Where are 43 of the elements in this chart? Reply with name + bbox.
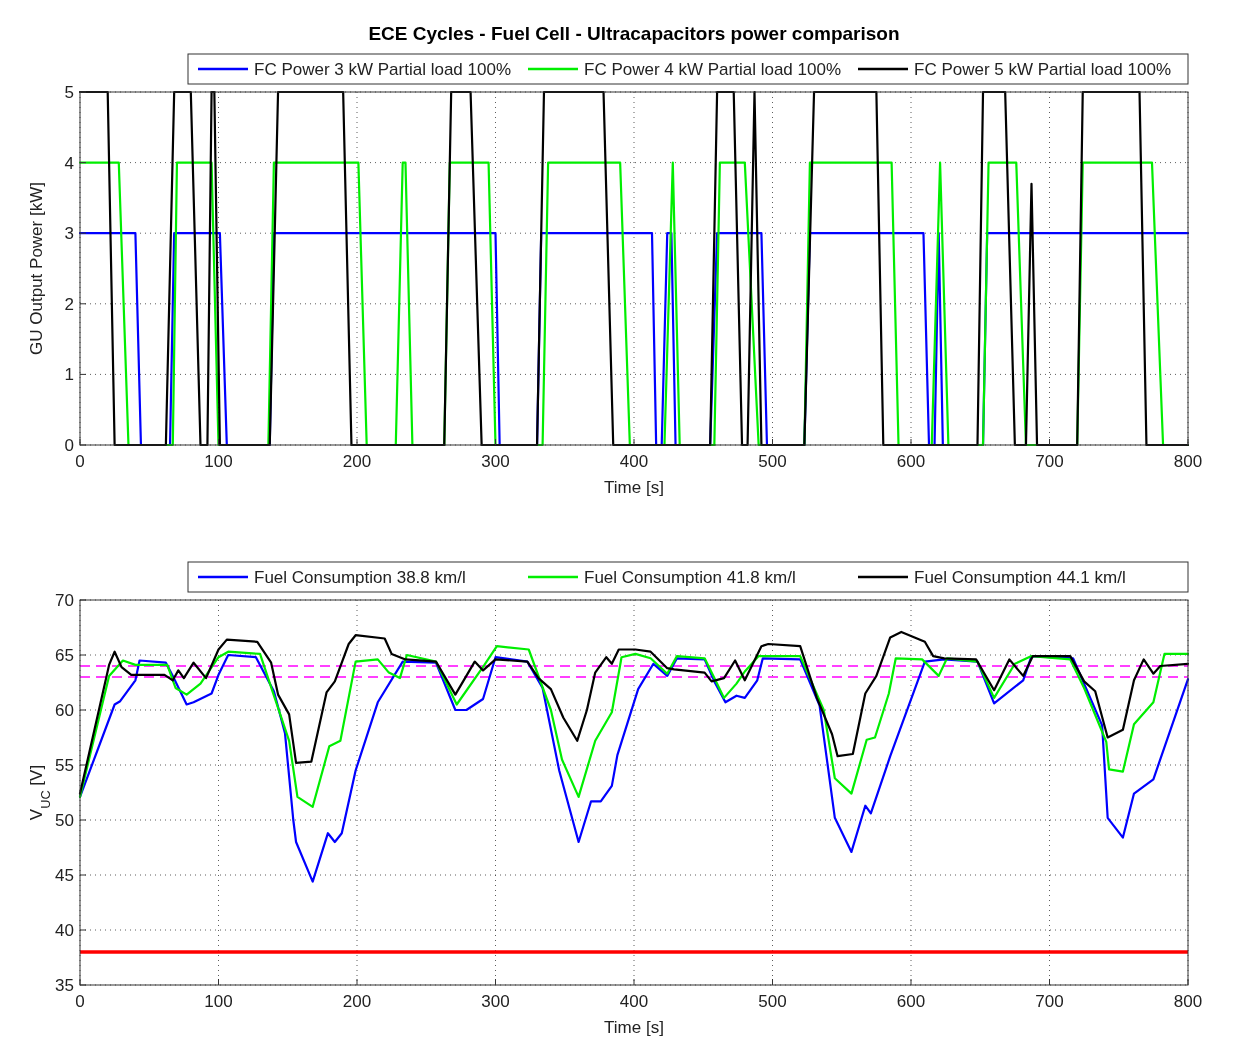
y-tick-label: 1 — [64, 365, 74, 385]
y-tick-label: 50 — [55, 811, 74, 830]
line-series — [78, 645, 1190, 808]
x-tick-label: 700 — [1035, 992, 1064, 1011]
y-tick-label: 65 — [55, 646, 74, 665]
legend-label: FC Power 4 kW Partial load 100% — [584, 60, 841, 79]
x-tick-label: 400 — [619, 452, 649, 471]
y-tick-label: 60 — [55, 701, 74, 720]
legend-label: Fuel Consumption 44.1 km/l — [914, 568, 1126, 587]
y-tick-label: 5 — [64, 83, 74, 102]
x-tick-label: 200 — [342, 452, 372, 471]
x-axis-title: Time [s] — [604, 478, 664, 497]
y-tick-label: 45 — [55, 866, 74, 885]
y-tick-label: 2 — [64, 294, 74, 314]
y-axis-title: GU Output Power [kW] — [27, 182, 46, 355]
y-tick-label: 4 — [64, 153, 74, 173]
y-tick-label: 0 — [64, 436, 74, 455]
x-tick-label: 200 — [342, 992, 372, 1011]
x-tick-label: 800 — [1173, 452, 1203, 471]
x-axis-title: Time [s] — [604, 1018, 664, 1037]
y-tick-label: 70 — [55, 591, 74, 610]
x-tick-label: 500 — [758, 992, 787, 1011]
chart-title: ECE Cycles - Fuel Cell - Ultracapacitors power comparison — [368, 23, 900, 44]
line-series — [78, 653, 1190, 883]
line-series — [78, 630, 1190, 795]
x-tick-label: 500 — [758, 452, 787, 471]
x-tick-label: 400 — [619, 992, 649, 1011]
x-tick-label: 100 — [204, 452, 233, 471]
x-tick-label: 700 — [1035, 452, 1064, 471]
legend-label: FC Power 3 kW Partial load 100% — [254, 60, 511, 79]
y-tick-label: 3 — [64, 224, 74, 244]
x-tick-label: 300 — [481, 452, 510, 471]
legend-label: Fuel Consumption 41.8 km/l — [584, 568, 796, 587]
x-tick-label: 600 — [896, 452, 926, 471]
y-tick-label: 40 — [55, 921, 74, 940]
legend-label: Fuel Consumption 38.8 km/l — [254, 568, 466, 587]
x-tick-label: 100 — [204, 992, 233, 1011]
y-tick-label: 35 — [55, 976, 74, 995]
y-tick-label: 55 — [55, 756, 74, 775]
x-tick-label: 300 — [481, 992, 510, 1011]
x-tick-label: 800 — [1173, 992, 1203, 1011]
x-tick-label: 600 — [896, 992, 926, 1011]
legend-label: FC Power 5 kW Partial load 100% — [914, 60, 1171, 79]
